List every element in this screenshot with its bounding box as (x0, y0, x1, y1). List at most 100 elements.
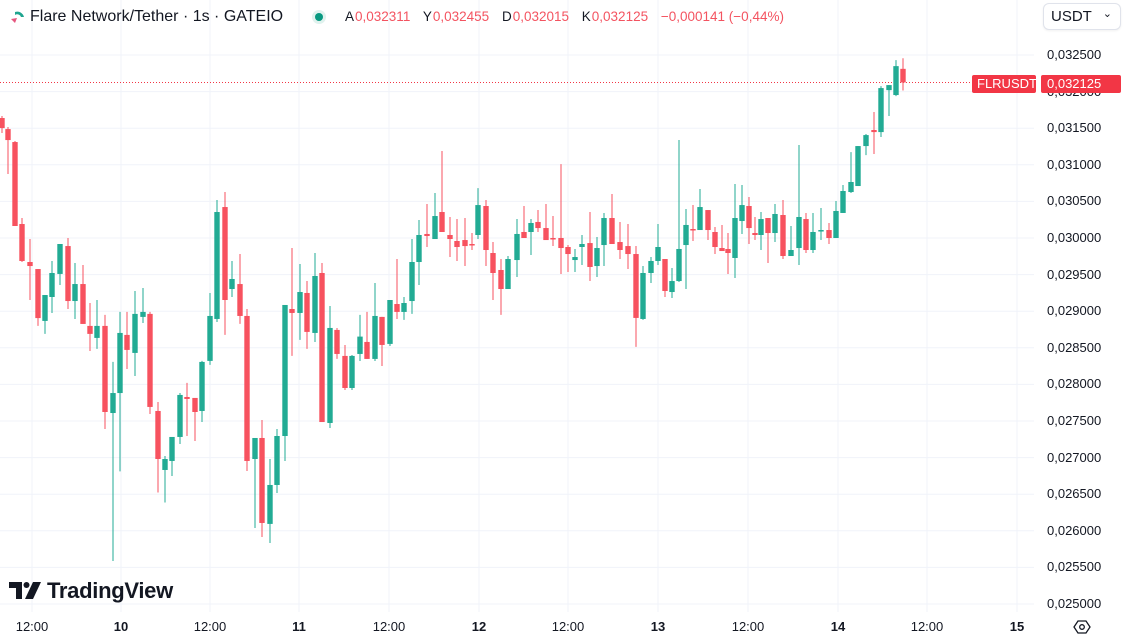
candle (878, 86, 884, 138)
candle (732, 184, 738, 278)
chart-header: Flare Network/Tether · 1s · GATEIO A0,03… (0, 0, 1030, 34)
candle (65, 238, 71, 310)
candle (364, 311, 370, 359)
tradingview-logo-icon (9, 582, 41, 599)
open-value: 0,032311 (355, 9, 411, 24)
candle (259, 419, 265, 537)
last-price-tag: 0,032125 (1041, 75, 1121, 93)
candle (184, 382, 190, 437)
tradingview-logo-text: TradingView (47, 578, 173, 603)
candle (35, 269, 41, 326)
candle (155, 401, 161, 493)
open-key: A (345, 9, 355, 24)
candle (833, 200, 839, 238)
candle (469, 233, 475, 251)
candle (416, 219, 422, 285)
price-axis-label: 0,027500 (1047, 413, 1102, 428)
candle (625, 224, 631, 270)
time-axis-label: 12 (471, 619, 487, 634)
candle (387, 300, 393, 346)
market-status-icon (312, 10, 326, 24)
time-axis-label: 12:00 (910, 619, 944, 634)
candle (342, 344, 348, 390)
candle (229, 260, 235, 297)
chart-plot-area[interactable] (0, 0, 1034, 612)
candle (475, 188, 481, 240)
candle (349, 354, 355, 390)
candle (697, 189, 703, 231)
candle (746, 197, 752, 245)
candle (886, 85, 892, 117)
candle (334, 327, 340, 359)
price-axis-label: 0,032500 (1047, 47, 1102, 62)
settings-icon[interactable] (1073, 618, 1091, 636)
candle (758, 212, 764, 251)
candle (826, 222, 832, 245)
candle (543, 203, 549, 241)
candle (199, 360, 205, 423)
candle (818, 208, 824, 241)
candle (765, 218, 771, 264)
candle (42, 295, 48, 334)
candle (690, 205, 696, 242)
candle (222, 192, 228, 335)
tradingview-logo[interactable]: TradingView (9, 578, 173, 604)
low-value: 0,032015 (512, 9, 569, 24)
candle (162, 455, 168, 503)
candle (739, 185, 745, 234)
candle (550, 216, 556, 247)
candle (719, 224, 725, 252)
candle (140, 287, 146, 323)
candle (5, 127, 11, 175)
candle (712, 227, 718, 255)
candle (669, 268, 675, 299)
candle (796, 145, 802, 266)
candlestick-chart[interactable] (0, 0, 1034, 612)
symbol-title[interactable]: Flare Network/Tether · 1s · GATEIO (30, 8, 284, 25)
candle (662, 259, 668, 297)
candle (587, 212, 593, 282)
currency-select[interactable]: USDT ⌄ (1043, 3, 1121, 30)
candle (312, 253, 318, 342)
candle (282, 304, 288, 461)
candle (683, 209, 689, 290)
time-axis-label: 13 (650, 619, 666, 634)
candle (0, 116, 5, 134)
candle (207, 292, 213, 365)
candle (648, 257, 654, 284)
candle (633, 246, 639, 347)
time-axis-label: 12:00 (731, 619, 765, 634)
price-axis-label: 0,030500 (1047, 193, 1102, 209)
price-axis-label: 0,028000 (1047, 376, 1102, 392)
price-axis-label: 0,025500 (1047, 559, 1102, 575)
candle (117, 311, 123, 472)
candle (579, 234, 585, 266)
candle (572, 248, 578, 272)
candle (803, 212, 809, 254)
candle (454, 219, 460, 261)
candle (609, 194, 615, 245)
candle (462, 218, 468, 267)
candle (447, 216, 453, 258)
candle (94, 300, 100, 349)
candle (780, 200, 786, 260)
candle (871, 112, 877, 155)
time-axis-label: 14 (830, 619, 846, 634)
candle (401, 296, 407, 320)
candle (900, 58, 906, 91)
candle (297, 263, 303, 340)
candle (893, 60, 899, 97)
candle (237, 254, 243, 324)
candle (528, 219, 534, 256)
candle (601, 212, 607, 267)
candle (840, 185, 846, 213)
candle (521, 206, 527, 238)
candle (848, 152, 854, 194)
candle (177, 392, 183, 444)
ohlc-values: A0,032311 Y0,032455 D0,032015 K0,032125 … (345, 9, 784, 24)
price-axis-label: 0,030000 (1047, 230, 1102, 245)
time-axis-label: 12:00 (15, 619, 49, 634)
candle (289, 248, 295, 356)
candle (192, 397, 198, 441)
candle (124, 311, 130, 369)
